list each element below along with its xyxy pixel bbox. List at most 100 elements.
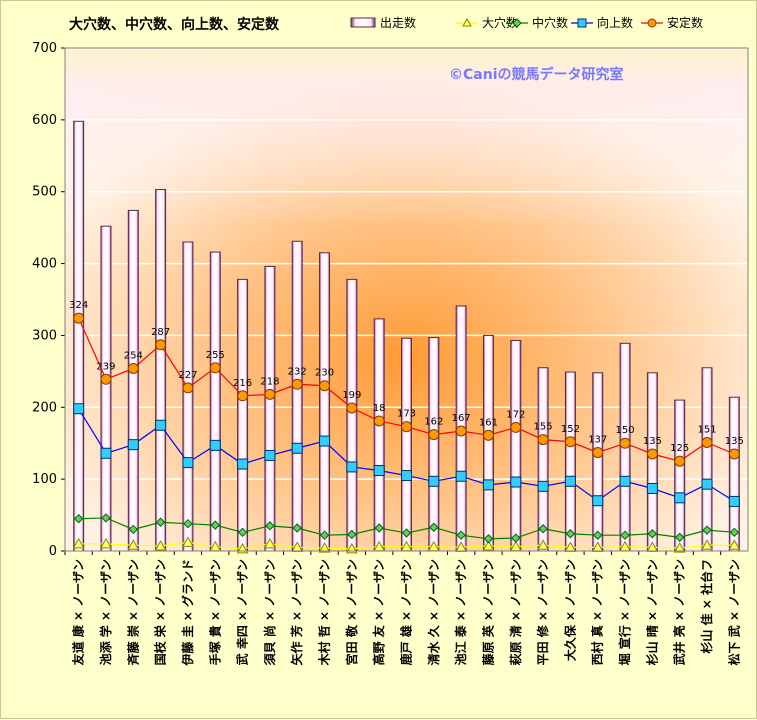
data-label-安定数: 254 xyxy=(124,350,143,361)
data-label-安定数: 150 xyxy=(616,425,635,436)
marker-安定数 xyxy=(674,455,686,467)
marker-中穴数 xyxy=(183,518,193,529)
marker-安定数 xyxy=(209,362,221,374)
legend-label: 向上数 xyxy=(597,15,633,30)
y-tick-label: 500 xyxy=(32,185,57,200)
marker-中穴数 xyxy=(593,530,603,540)
marker-安定数 xyxy=(73,312,85,324)
marker-中穴数 xyxy=(292,523,302,533)
marker-向上数 xyxy=(646,482,658,494)
marker-安定数 xyxy=(619,437,631,449)
legend-label: 大穴数 xyxy=(482,15,518,30)
marker-安定数 xyxy=(182,382,194,394)
marker-安定数 xyxy=(373,415,385,427)
data-label-安定数: 18 xyxy=(373,403,386,414)
marker-中穴数 xyxy=(265,521,275,531)
data-label-安定数: 162 xyxy=(424,417,443,428)
marker-安定数 xyxy=(728,448,740,460)
marker-安定数 xyxy=(155,339,167,351)
marker-中穴数 xyxy=(155,517,166,527)
bar-出走数 xyxy=(73,120,85,552)
legend-marker xyxy=(647,18,657,28)
marker-大穴数 xyxy=(127,539,140,550)
marker-向上数 xyxy=(701,478,713,490)
bar-出走数 xyxy=(646,372,658,552)
marker-向上数 xyxy=(291,442,303,454)
data-label-安定数: 218 xyxy=(260,376,279,387)
legend-item-出走数: 出走数 xyxy=(350,15,416,30)
marker-向上数 xyxy=(537,480,549,492)
legend-marker xyxy=(462,17,472,27)
category-label: 武 幸四 × ノーザン xyxy=(235,559,250,665)
marker-中穴数 xyxy=(647,529,658,539)
marker-大穴数 xyxy=(72,537,85,549)
data-label-安定数: 155 xyxy=(534,422,553,433)
marker-大穴数 xyxy=(673,542,686,553)
marker-向上数 xyxy=(73,403,85,415)
marker-中穴数 xyxy=(401,528,412,538)
marker-安定数 xyxy=(127,362,139,374)
legend-marker xyxy=(577,18,587,28)
marker-向上数 xyxy=(482,479,494,491)
data-label-安定数: 167 xyxy=(452,413,471,424)
legend-item-安定数: 安定数 xyxy=(641,15,703,30)
legend-label: 出走数 xyxy=(380,15,416,30)
marker-向上数 xyxy=(155,419,167,431)
bar-出走数 xyxy=(401,337,412,552)
category-label: 藤原 英 × ノーザン xyxy=(480,559,495,666)
marker-安定数 xyxy=(646,448,658,460)
marker-大穴数 xyxy=(701,539,713,550)
data-label-安定数: 230 xyxy=(315,368,334,379)
y-tick-label: 300 xyxy=(32,328,57,343)
marker-安定数 xyxy=(564,436,576,448)
marker-大穴数 xyxy=(482,539,495,551)
category-label: 斉藤 崇 × ノーザン xyxy=(125,559,140,665)
category-label: 友道 康 × ノーザン xyxy=(71,559,86,666)
data-label-安定数: 287 xyxy=(151,327,170,338)
legend-item-向上数: 向上数 xyxy=(571,15,633,30)
category-label: 池添 学 × ノーザン xyxy=(98,559,113,665)
category-label: 武井 亮 × ノーザン xyxy=(672,559,687,665)
category-label: 平田 修 × ノーザン xyxy=(535,559,550,665)
bar-出走数 xyxy=(264,265,276,552)
marker-安定数 xyxy=(455,425,467,437)
legend-marker xyxy=(512,18,522,28)
marker-安定数 xyxy=(264,388,276,400)
legend-swatch xyxy=(350,17,376,28)
marker-中穴数 xyxy=(729,527,740,538)
marker-向上数 xyxy=(428,475,440,487)
data-labels: 324 239 254 287 227 255 216 218 232 230 199 18 173 16… xyxy=(69,300,744,454)
marker-安定数 xyxy=(428,429,440,441)
y-tick-label: 600 xyxy=(32,113,57,128)
bar-出走数 xyxy=(428,337,440,552)
chart-title: 大穴数、中穴数、向上数、安定数 xyxy=(69,16,280,33)
plot-highlight xyxy=(65,48,748,228)
category-label: 松下 武 × ノーザン xyxy=(726,559,741,665)
category-label: 萩原 清 × ノーザン xyxy=(508,559,523,666)
data-label-安定数: 135 xyxy=(725,436,744,447)
marker-大穴数 xyxy=(537,539,549,550)
data-label-安定数: 232 xyxy=(288,366,307,377)
marker-中穴数 xyxy=(620,530,630,540)
category-label: 須貝 尚 × ノーザン xyxy=(262,559,277,666)
bar-出走数 xyxy=(319,252,331,552)
bar-出走数 xyxy=(346,278,358,552)
marker-大穴数 xyxy=(264,537,276,549)
bar-出走数 xyxy=(155,189,167,552)
data-label-安定数: 135 xyxy=(643,436,662,447)
marker-中穴数 xyxy=(237,527,248,538)
data-label-安定数: 324 xyxy=(69,300,88,311)
y-axis: 0 100 200 300 400 500 600 700 xyxy=(32,41,66,559)
bar-出走数 xyxy=(674,399,686,552)
bar-出走数 xyxy=(291,240,303,552)
marker-向上数 xyxy=(209,439,221,451)
legend-label: 中穴数 xyxy=(532,15,568,30)
marker-大穴数 xyxy=(728,539,741,550)
category-label: 清水 久 × ノーザン xyxy=(426,559,441,665)
bar-出走数 xyxy=(564,371,576,552)
bar-出走数 xyxy=(592,372,604,552)
bar-出走数 xyxy=(209,251,221,552)
bar-出走数 xyxy=(127,209,139,552)
